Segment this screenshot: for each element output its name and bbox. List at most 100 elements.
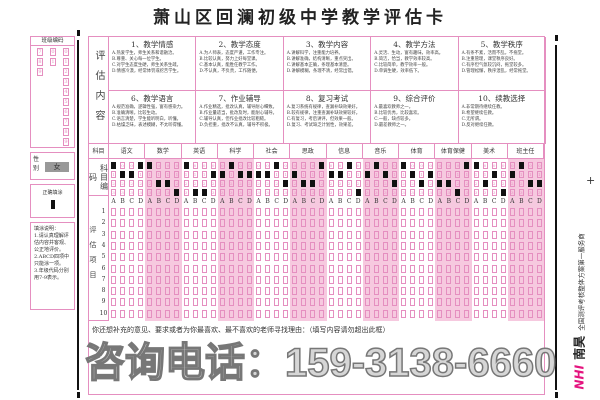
answer-bubble[interactable] bbox=[518, 264, 524, 273]
code-bubble[interactable] bbox=[473, 162, 479, 169]
answer-bubble[interactable] bbox=[509, 230, 515, 239]
answer-bubble[interactable] bbox=[192, 253, 198, 262]
answer-bubble[interactable] bbox=[274, 275, 280, 284]
answer-bubble[interactable] bbox=[355, 219, 361, 228]
answer-bubble[interactable] bbox=[382, 241, 388, 250]
class-code-bubble[interactable]: 1 bbox=[50, 58, 56, 66]
answer-bubble[interactable] bbox=[364, 287, 370, 296]
answer-bubble[interactable] bbox=[156, 253, 162, 262]
code-bubble[interactable]: 1 bbox=[138, 171, 144, 178]
answer-bubble[interactable] bbox=[310, 298, 316, 307]
code-bubble[interactable] bbox=[464, 162, 470, 169]
answer-bubble[interactable] bbox=[246, 264, 252, 273]
answer-bubble[interactable] bbox=[419, 230, 425, 239]
answer-bubble[interactable] bbox=[265, 298, 271, 307]
answer-bubble[interactable] bbox=[509, 275, 515, 284]
code-bubble[interactable]: 2 bbox=[319, 180, 325, 187]
answer-bubble[interactable] bbox=[364, 253, 370, 262]
answer-bubble[interactable] bbox=[473, 230, 479, 239]
answer-bubble[interactable] bbox=[129, 298, 135, 307]
code-bubble[interactable]: 3 bbox=[419, 189, 425, 196]
code-bubble[interactable] bbox=[219, 171, 225, 178]
code-bubble[interactable]: 0 bbox=[491, 162, 497, 169]
code-bubble[interactable]: 3 bbox=[310, 189, 316, 196]
answer-bubble[interactable] bbox=[265, 275, 271, 284]
answer-bubble[interactable] bbox=[328, 264, 334, 273]
answer-bubble[interactable] bbox=[446, 253, 452, 262]
code-bubble[interactable]: 2 bbox=[382, 180, 388, 187]
answer-bubble[interactable] bbox=[464, 219, 470, 228]
class-code-bubble[interactable]: 2 bbox=[63, 68, 69, 76]
code-bubble[interactable]: 0 bbox=[210, 162, 216, 169]
code-bubble[interactable] bbox=[237, 171, 243, 178]
answer-bubble[interactable] bbox=[491, 298, 497, 307]
answer-bubble[interactable] bbox=[301, 309, 307, 318]
answer-bubble[interactable] bbox=[410, 230, 416, 239]
code-bubble[interactable]: 1 bbox=[111, 171, 116, 178]
answer-bubble[interactable] bbox=[219, 219, 225, 228]
answer-bubble[interactable] bbox=[183, 275, 189, 284]
answer-bubble[interactable] bbox=[256, 253, 261, 262]
code-bubble[interactable]: 1 bbox=[183, 171, 189, 178]
code-bubble[interactable]: 2 bbox=[473, 180, 479, 187]
code-bubble[interactable]: 2 bbox=[509, 180, 515, 187]
class-code-bubble[interactable]: 0 bbox=[50, 48, 56, 56]
code-bubble[interactable] bbox=[274, 162, 280, 169]
code-bubble[interactable]: 1 bbox=[500, 171, 506, 178]
code-bubble[interactable]: 0 bbox=[428, 162, 434, 169]
answer-bubble[interactable] bbox=[455, 264, 461, 273]
code-bubble[interactable]: 3 bbox=[382, 189, 388, 196]
answer-bubble[interactable] bbox=[120, 241, 126, 250]
code-bubble[interactable] bbox=[500, 189, 506, 196]
answer-bubble[interactable] bbox=[355, 208, 361, 216]
code-bubble[interactable]: 2 bbox=[292, 180, 298, 187]
answer-bubble[interactable] bbox=[373, 298, 379, 307]
answer-bubble[interactable] bbox=[536, 275, 542, 284]
answer-bubble[interactable] bbox=[265, 253, 271, 262]
code-bubble[interactable]: 1 bbox=[473, 171, 479, 178]
code-bubble[interactable]: 1 bbox=[355, 171, 361, 178]
answer-bubble[interactable] bbox=[228, 219, 234, 228]
answer-bubble[interactable] bbox=[310, 264, 316, 273]
answer-bubble[interactable] bbox=[274, 264, 280, 273]
answer-bubble[interactable] bbox=[111, 287, 116, 296]
answer-bubble[interactable] bbox=[473, 275, 479, 284]
answer-bubble[interactable] bbox=[319, 219, 325, 228]
answer-bubble[interactable] bbox=[391, 287, 397, 296]
answer-bubble[interactable] bbox=[500, 230, 506, 239]
code-bubble[interactable]: 2 bbox=[373, 180, 379, 187]
answer-bubble[interactable] bbox=[373, 253, 379, 262]
code-bubble[interactable]: 3 bbox=[120, 189, 126, 196]
answer-bubble[interactable] bbox=[283, 298, 289, 307]
code-bubble[interactable]: 3 bbox=[346, 189, 352, 196]
answer-bubble[interactable] bbox=[446, 264, 452, 273]
code-bubble[interactable]: 1 bbox=[346, 171, 352, 178]
answer-bubble[interactable] bbox=[265, 219, 271, 228]
code-bubble[interactable]: 2 bbox=[410, 180, 416, 187]
code-bubble[interactable]: 0 bbox=[509, 162, 515, 169]
answer-bubble[interactable] bbox=[518, 287, 524, 296]
code-bubble[interactable]: 2 bbox=[201, 180, 207, 187]
answer-bubble[interactable] bbox=[246, 275, 252, 284]
answer-bubble[interactable] bbox=[500, 287, 506, 296]
answer-bubble[interactable] bbox=[183, 241, 189, 250]
answer-bubble[interactable] bbox=[174, 309, 180, 318]
answer-bubble[interactable] bbox=[120, 253, 126, 262]
answer-bubble[interactable] bbox=[355, 287, 361, 296]
answer-bubble[interactable] bbox=[491, 253, 497, 262]
answer-bubble[interactable] bbox=[319, 309, 325, 318]
answer-bubble[interactable] bbox=[237, 298, 243, 307]
answer-bubble[interactable] bbox=[382, 219, 388, 228]
answer-bubble[interactable] bbox=[120, 208, 126, 216]
answer-bubble[interactable] bbox=[174, 287, 180, 296]
answer-bubble[interactable] bbox=[201, 275, 207, 284]
answer-bubble[interactable] bbox=[292, 253, 298, 262]
answer-bubble[interactable] bbox=[455, 219, 461, 228]
code-bubble[interactable]: 3 bbox=[473, 189, 479, 196]
answer-bubble[interactable] bbox=[192, 241, 198, 250]
answer-bubble[interactable] bbox=[346, 219, 352, 228]
answer-bubble[interactable] bbox=[391, 298, 397, 307]
answer-bubble[interactable] bbox=[464, 208, 470, 216]
code-bubble[interactable]: 3 bbox=[319, 189, 325, 196]
answer-bubble[interactable] bbox=[319, 253, 325, 262]
